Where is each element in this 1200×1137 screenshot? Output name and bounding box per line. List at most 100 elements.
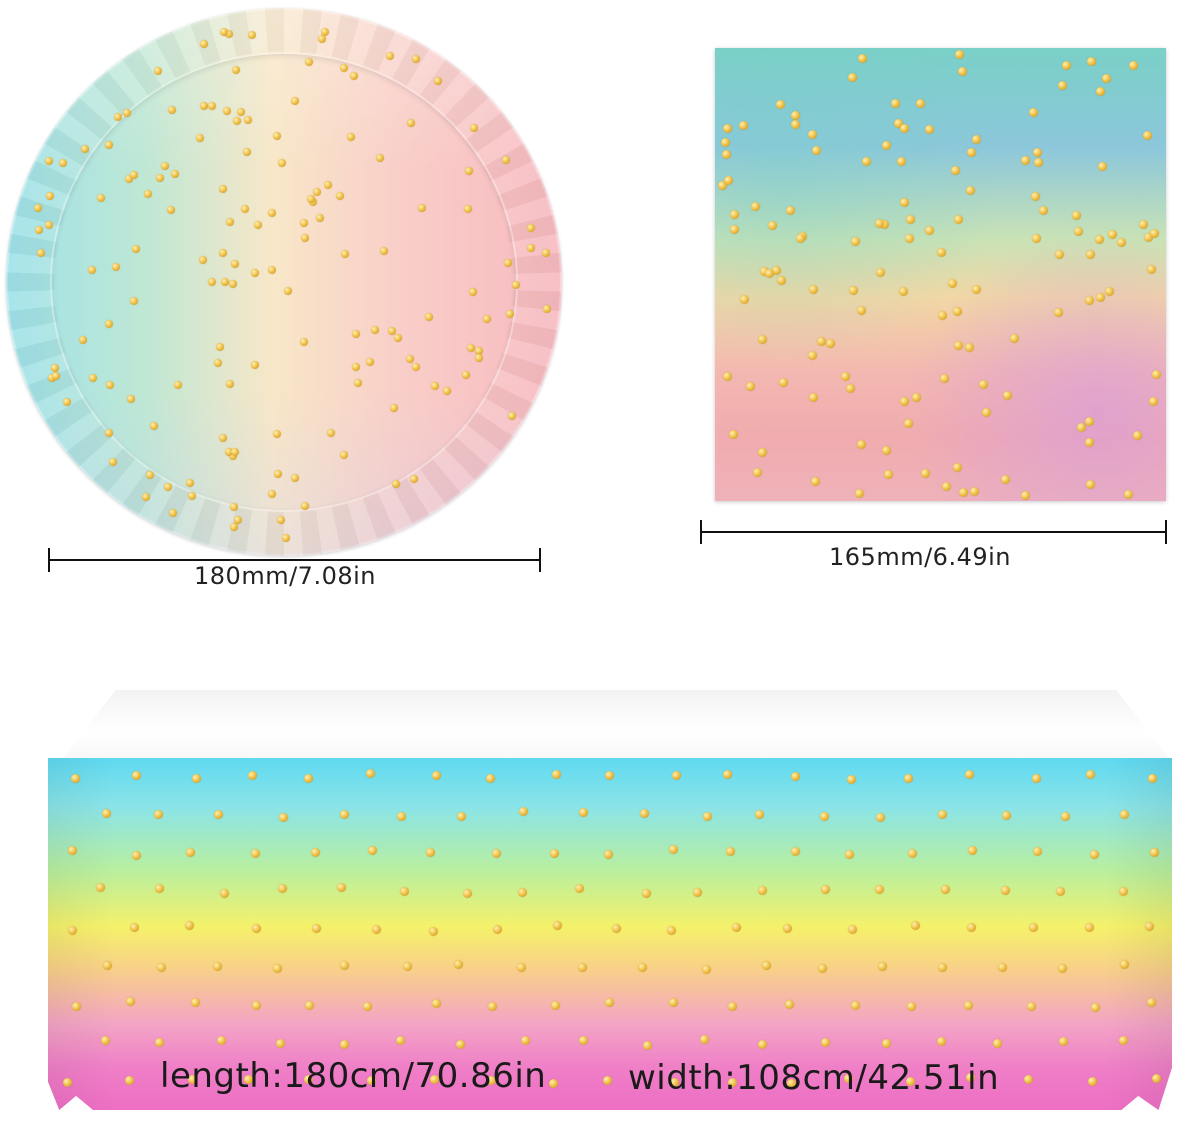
plate-gold-dot	[167, 106, 176, 115]
napkin-gold-dot	[1101, 73, 1111, 83]
napkin-gold-dot	[765, 269, 775, 279]
napkin-gold-dot	[856, 440, 866, 450]
napkin-gold-dot	[891, 99, 901, 109]
napkin-gold-dot	[730, 210, 740, 220]
plate-gold-dot	[388, 326, 397, 335]
plate-gold-dot	[45, 156, 54, 165]
tablecloth-gold-dot	[757, 1040, 767, 1050]
tablecloth-gold-dot	[520, 1036, 530, 1046]
napkin-gold-dot	[965, 185, 975, 195]
napkin-gold-dot	[896, 156, 906, 166]
plate-gold-dot	[272, 131, 281, 140]
plate-gold-dot	[305, 58, 313, 67]
plate-gold-dot	[385, 52, 394, 61]
napkin-gold-dot	[1030, 192, 1040, 202]
plate-gold-dot	[46, 191, 55, 200]
tablecloth-gold-dot	[669, 845, 679, 855]
tablecloth-gold-dot	[728, 1002, 738, 1012]
plate-gold-dot	[154, 67, 163, 76]
plate-gold-dot	[418, 203, 427, 212]
plate-gold-dot	[475, 354, 484, 363]
tablecloth-gold-dot	[431, 771, 441, 781]
tablecloth-gold-dot	[363, 1001, 373, 1011]
plate-dimension-line	[48, 559, 541, 561]
napkin-gold-dot	[1138, 219, 1148, 229]
plate-gold-dot	[290, 97, 299, 106]
napkin-gold-dot	[899, 197, 909, 207]
plate-gold-dot	[218, 248, 227, 257]
tablecloth-gold-dot	[367, 1076, 377, 1086]
tablecloth-gold-dot	[279, 812, 288, 822]
tablecloth-gold-dot	[396, 1035, 406, 1045]
napkin-gold-dot	[809, 393, 819, 403]
tablecloth-gold-dot	[965, 1073, 975, 1083]
tablecloth-gold-dot	[63, 1077, 73, 1087]
tablecloth-gold-dot	[251, 1000, 261, 1010]
tablecloth-gold-dot	[817, 963, 827, 973]
tablecloth-gold-dot	[67, 925, 77, 935]
tablecloth-gold-dot	[604, 850, 614, 860]
plate-gold-dot	[142, 493, 151, 502]
tablecloth-gold-dot	[611, 923, 621, 933]
tablecloth-gold-dot	[820, 811, 830, 821]
plate-gold-dot	[111, 262, 120, 271]
plate-gold-dot	[145, 471, 154, 480]
napkin-gold-dot	[1150, 229, 1160, 239]
tablecloth-gold-dot	[273, 963, 283, 973]
tablecloth-gold-dot	[757, 886, 767, 896]
tablecloth-gold-dot	[303, 1075, 313, 1085]
plate-gold-dot	[277, 515, 286, 524]
tablecloth-gold-dot	[604, 997, 614, 1007]
plate-gold-dot	[62, 398, 71, 407]
plate-gold-dot	[123, 108, 132, 117]
plate-gold-dot	[171, 170, 180, 179]
plate-gold-dot	[433, 77, 442, 86]
tablecloth-gold-dot	[1088, 1077, 1098, 1087]
tablecloth-gold-dot	[1147, 773, 1157, 783]
tablecloth-gold-dot	[1027, 1002, 1037, 1012]
tablecloth-gold-dot	[725, 847, 735, 857]
tablecloth-gold-dot	[693, 887, 703, 897]
tablecloth-gold-dot	[637, 962, 647, 972]
tablecloth-gold-dot	[604, 770, 614, 780]
plate-gold-dot	[228, 279, 237, 288]
plate-gold-dot	[88, 374, 97, 383]
napkin-gold-dot	[1072, 210, 1082, 220]
tablecloth-gold-dot	[640, 808, 650, 818]
tablecloth	[48, 758, 1172, 1110]
tablecloth-gold-dot	[552, 921, 562, 931]
tablecloth-gold-dot	[368, 845, 378, 855]
tablecloth-gold-dot	[278, 883, 288, 893]
plate-gold-dot	[88, 265, 97, 274]
plate-gold-dot	[228, 452, 237, 461]
tablecloth-gold-dot	[1059, 1037, 1069, 1047]
tablecloth-gold-dot	[1061, 812, 1071, 822]
plate-gold-dot	[375, 153, 384, 162]
tablecloth-gold-dot	[188, 1075, 198, 1085]
plate-gold-dot	[130, 297, 139, 306]
napkin-gold-dot	[1028, 107, 1038, 117]
tablecloth-gold-dot	[820, 1037, 830, 1047]
napkin-gold-dot	[758, 334, 768, 344]
napkin-gold-dot	[880, 220, 890, 230]
tablecloth-gold-dot	[131, 850, 141, 860]
tablecloth-gold-dot	[790, 847, 800, 857]
napkin-gold-dot	[1132, 430, 1142, 440]
plate-gold-dot	[424, 312, 433, 321]
tablecloth-gold-dot	[431, 998, 441, 1008]
tablecloth-gold-dot	[1120, 960, 1130, 970]
napkin-gold-dot	[772, 266, 782, 276]
tablecloth-gold-dot	[847, 925, 857, 935]
plate-gold-dot	[511, 280, 520, 289]
napkin-gold-dot	[808, 129, 818, 139]
plate-gold-dot	[59, 158, 68, 167]
tablecloth-gold-dot	[213, 810, 223, 820]
tablecloth-gold-dot	[371, 925, 381, 935]
plate-gold-dot	[200, 101, 209, 110]
paper-napkin	[715, 48, 1166, 501]
tablecloth-gold-dot	[1120, 809, 1130, 819]
tablecloth-gold-dot	[998, 963, 1008, 973]
tablecloth-gold-dot	[787, 1078, 797, 1088]
tablecloth-gold-dot	[244, 1074, 254, 1084]
napkin-gold-dot	[924, 226, 934, 236]
